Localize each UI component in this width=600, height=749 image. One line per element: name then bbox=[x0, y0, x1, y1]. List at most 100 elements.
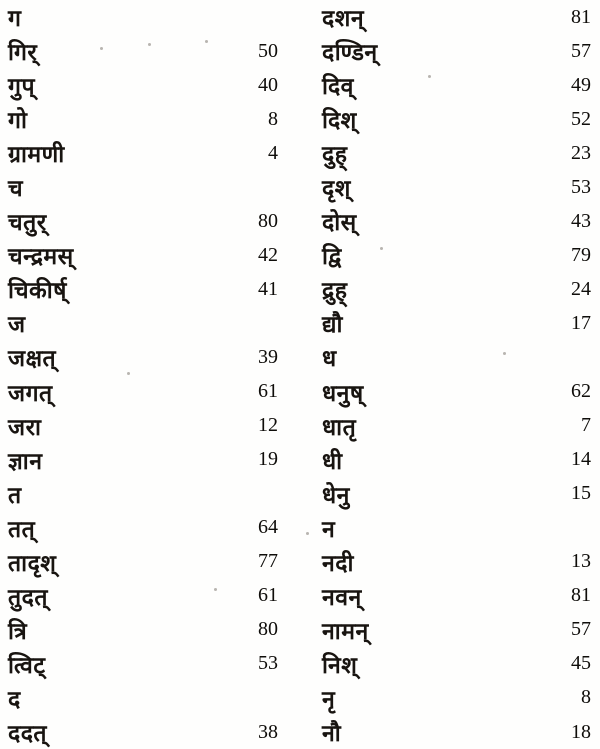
entry-word: त्रि bbox=[8, 618, 28, 644]
entry-page-number: 81 bbox=[571, 5, 591, 28]
index-row: नदी 13 bbox=[322, 545, 591, 579]
index-row: धेनु 15 bbox=[322, 477, 591, 511]
entry-page-number: 50 bbox=[258, 39, 278, 62]
index-row: चन्द्रमस् 42 bbox=[8, 238, 278, 272]
entry-page-number: 8 bbox=[581, 686, 591, 709]
index-row: दोस् 43 bbox=[322, 204, 591, 238]
entry-word: द्वि bbox=[322, 244, 342, 270]
index-row: ग्रामणी 4 bbox=[8, 136, 278, 170]
entry-page-number: 52 bbox=[571, 107, 591, 130]
entry-page-number: 77 bbox=[258, 550, 278, 573]
index-row: गो 8 bbox=[8, 102, 278, 136]
entry-page-number: 61 bbox=[258, 380, 278, 403]
scan-speckle bbox=[148, 43, 151, 46]
entry-word: द्यौ bbox=[322, 312, 343, 338]
entry-word: गिर् bbox=[8, 40, 38, 66]
index-row: त्रि 80 bbox=[8, 613, 278, 647]
index-row: द्रुह् 24 bbox=[322, 272, 591, 306]
index-row: नवन् 81 bbox=[322, 579, 591, 613]
entry-word: नदी bbox=[322, 550, 354, 576]
entry-page-number: 45 bbox=[571, 652, 591, 675]
entry-page-number: 19 bbox=[258, 448, 278, 471]
index-row: च bbox=[8, 170, 278, 204]
scan-speckle bbox=[127, 372, 130, 375]
entry-page-number: 38 bbox=[258, 720, 278, 743]
entry-page-number: 23 bbox=[571, 141, 591, 164]
entry-word: जगत् bbox=[8, 380, 53, 406]
entry-word: दृश् bbox=[322, 176, 351, 202]
index-row: धातृ 7 bbox=[322, 409, 591, 443]
index-row: जरा 12 bbox=[8, 409, 278, 443]
entry-word: द bbox=[8, 686, 21, 712]
entry-word: ज्ञान bbox=[8, 448, 43, 474]
index-row: ज्ञान 19 bbox=[8, 443, 278, 477]
scan-speckle bbox=[100, 47, 103, 50]
index-row: दृश् 53 bbox=[322, 170, 591, 204]
entry-page-number: 57 bbox=[571, 39, 591, 62]
index-row: न bbox=[322, 511, 591, 545]
entry-page-number: 14 bbox=[571, 448, 591, 471]
entry-word: चतुर् bbox=[8, 210, 47, 236]
entry-word: जरा bbox=[8, 414, 42, 440]
index-row: द bbox=[8, 681, 278, 715]
entry-word: द्रुह् bbox=[322, 278, 348, 304]
index-row: दण्डिन् 57 bbox=[322, 34, 591, 68]
entry-page-number: 57 bbox=[571, 618, 591, 641]
index-row: दिव् 49 bbox=[322, 68, 591, 102]
entry-page-number: 81 bbox=[571, 584, 591, 607]
index-row: ध bbox=[322, 340, 591, 374]
entry-word: न bbox=[322, 516, 336, 542]
index-row: दुह् 23 bbox=[322, 136, 591, 170]
entry-word: नामन् bbox=[322, 618, 369, 644]
index-row: तादृश् 77 bbox=[8, 545, 278, 579]
index-row: दिश् 52 bbox=[322, 102, 591, 136]
entry-page-number: 8 bbox=[268, 107, 278, 130]
entry-page-number: 43 bbox=[571, 209, 591, 232]
entry-word: चन्द्रमस् bbox=[8, 244, 74, 270]
index-row: ग bbox=[8, 0, 278, 34]
index-row: त bbox=[8, 477, 278, 511]
scan-speckle bbox=[503, 352, 506, 355]
scan-speckle bbox=[380, 247, 383, 250]
index-row: चिकीर्ष् 41 bbox=[8, 272, 278, 306]
index-row: नृ 8 bbox=[322, 681, 591, 715]
index-row: धनुष् 62 bbox=[322, 375, 591, 409]
entry-word: दुह् bbox=[322, 142, 348, 168]
entry-word: धी bbox=[322, 448, 343, 474]
entry-page-number: 12 bbox=[258, 414, 278, 437]
index-column-right: दशन् 81 दण्डिन् 57 दिव् 49 दिश् 52 दुह् … bbox=[322, 0, 591, 749]
entry-page-number: 4 bbox=[268, 141, 278, 164]
entry-word: दोस् bbox=[322, 210, 357, 236]
entry-word: ध bbox=[322, 346, 337, 372]
index-column-left: ग गिर् 50 गुप् 40 गो 8 ग्रामणी 4 bbox=[8, 0, 278, 749]
entry-word: नृ bbox=[322, 686, 336, 712]
entry-page-number: 64 bbox=[258, 516, 278, 539]
index-row: तुदत् 61 bbox=[8, 579, 278, 613]
index-row: द्वि 79 bbox=[322, 238, 591, 272]
entry-page-number: 79 bbox=[571, 243, 591, 266]
index-row: ज bbox=[8, 306, 278, 340]
entry-word: ग्रामणी bbox=[8, 142, 65, 168]
entry-page-number: 7 bbox=[581, 414, 591, 437]
index-row: चतुर् 80 bbox=[8, 204, 278, 238]
entry-word: दशन् bbox=[322, 6, 365, 32]
entry-word: धनुष् bbox=[322, 380, 364, 406]
entry-word: त्विट् bbox=[8, 652, 46, 678]
entry-word: गो bbox=[8, 108, 28, 134]
entry-word: गुप् bbox=[8, 74, 36, 100]
entry-page-number: 41 bbox=[258, 277, 278, 300]
entry-page-number: 39 bbox=[258, 345, 278, 368]
scan-speckle bbox=[306, 532, 309, 535]
entry-word: च bbox=[8, 176, 24, 202]
index-row: नौ 18 bbox=[322, 715, 591, 749]
entry-word: जक्षत् bbox=[8, 346, 57, 372]
index-row: गिर् 50 bbox=[8, 34, 278, 68]
entry-page-number: 80 bbox=[258, 209, 278, 232]
index-row: जक्षत् 39 bbox=[8, 340, 278, 374]
entry-word: नवन् bbox=[322, 584, 362, 610]
entry-page-number: 17 bbox=[571, 311, 591, 334]
entry-word: चिकीर्ष् bbox=[8, 278, 67, 304]
entry-page-number: 53 bbox=[571, 175, 591, 198]
entry-word: ज bbox=[8, 312, 26, 338]
